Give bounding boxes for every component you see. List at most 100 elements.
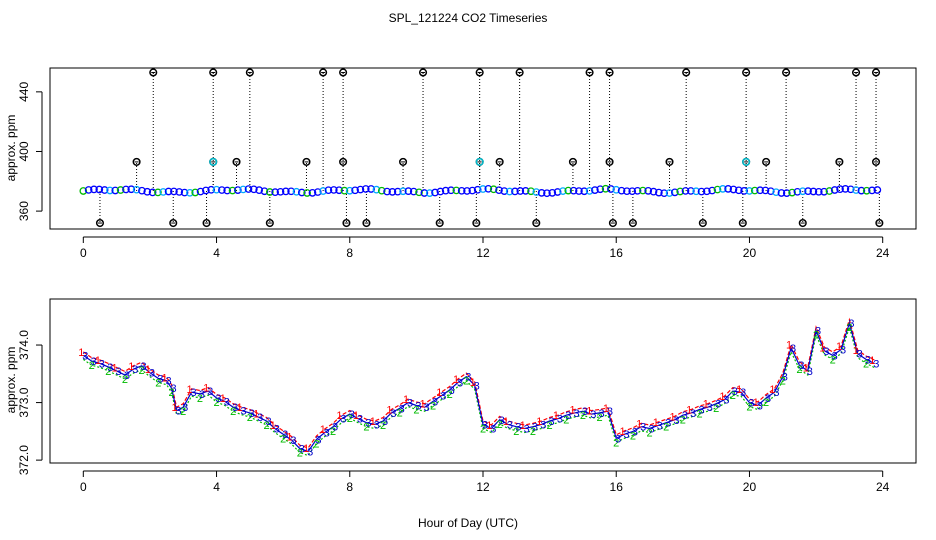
series-2-marker: 2: [263, 420, 269, 432]
series-3-marker: 3: [773, 387, 779, 399]
trace-point: [249, 185, 258, 194]
series-2-marker: 2: [580, 410, 586, 422]
trace-point: [521, 187, 530, 195]
series-2-marker: 2: [89, 360, 95, 372]
trace-point: [846, 185, 855, 194]
bottom-y-tick-label: 374.0: [17, 330, 31, 360]
series-1-marker: 1: [619, 426, 625, 438]
trace-point: [335, 186, 343, 195]
top-x-tick-label: 12: [476, 246, 490, 260]
trace-point: [223, 186, 232, 195]
series-3-line: [82, 321, 875, 453]
spike-point: [339, 157, 348, 166]
trace-point: [537, 189, 546, 197]
series-3-marker: 3: [132, 364, 138, 376]
trace-point: [559, 187, 567, 195]
series-3-marker: 3: [91, 356, 97, 368]
trace-point: [862, 186, 871, 195]
trace-point: [329, 186, 338, 194]
trace-point: [681, 187, 690, 195]
series-3-marker: 3: [324, 428, 330, 440]
trace-point: [164, 187, 173, 196]
trace-point: [239, 185, 248, 194]
trace-point: [463, 187, 471, 195]
series-1-marker: 1: [128, 361, 134, 373]
series-2-marker: 2: [530, 426, 536, 438]
spike-point: [495, 157, 504, 166]
series-1-marker: 1: [753, 397, 759, 409]
series-3-marker: 3: [782, 372, 788, 384]
spike-point: [605, 157, 614, 166]
trace-point: [415, 188, 423, 197]
trace-point: [265, 188, 274, 196]
trace-point: [585, 187, 594, 195]
series-2-marker: 2: [830, 354, 836, 366]
series-1-marker: 1: [603, 403, 609, 415]
series-2-marker: 2: [347, 413, 353, 425]
series-1-line: [82, 317, 875, 449]
series-3-marker: 3: [424, 402, 430, 414]
spike-point: [568, 157, 577, 166]
trace-point: [489, 185, 498, 194]
spike-point-alt: [742, 157, 751, 166]
spike-point: [475, 68, 484, 77]
trace-point: [409, 187, 418, 196]
trace-point: [623, 187, 631, 196]
trace-point: [660, 189, 669, 198]
trace-point: [777, 189, 786, 197]
series-2-marker: 2: [780, 376, 786, 388]
series-2-marker: 2: [463, 376, 469, 388]
trace-point: [351, 186, 359, 195]
series-3-marker: 3: [340, 414, 346, 426]
series-2-marker: 2: [313, 438, 319, 450]
series-3-marker: 3: [290, 435, 296, 447]
series-2-marker: 2: [413, 404, 419, 416]
trace-point: [750, 186, 759, 195]
series-1-marker: 1: [145, 364, 151, 376]
top-panel: 0 4 8 12 16 20 24 360 400 440 approx. ppm: [4, 67, 917, 260]
series-2-marker: 2: [696, 409, 702, 421]
trace-point: [649, 187, 658, 196]
trace-point: [425, 189, 434, 197]
series-2-marker: 2: [730, 390, 736, 402]
spike-point: [532, 218, 541, 228]
trace-point: [484, 184, 493, 193]
series-2-marker: 2: [105, 366, 111, 378]
chart-title: SPL_121224 CO2 Timeseries: [389, 11, 548, 25]
series-3-marker: 3: [757, 400, 763, 412]
series-1-marker: 1: [819, 342, 825, 354]
trace-point: [340, 186, 349, 195]
trace-point: [175, 188, 184, 196]
series-3-marker: 3: [482, 419, 488, 431]
series-2-marker: 2: [363, 422, 369, 434]
series-3-marker: 3: [176, 406, 182, 418]
series-3-marker: 3: [715, 399, 721, 411]
trace-point: [500, 187, 509, 195]
bottom-y-axis-label: approx. ppm: [4, 347, 18, 414]
x-axis-label: Hour of Day (UTC): [418, 516, 518, 530]
trace-point: [218, 186, 226, 194]
series-3-marker: 3: [315, 434, 321, 446]
trace-point: [212, 185, 221, 194]
series-3-marker: 3: [99, 358, 105, 370]
trace-point: [639, 186, 647, 195]
series-1-marker: 1: [320, 424, 326, 436]
trace-point: [393, 187, 402, 196]
trace-point: [180, 188, 189, 197]
series-3-marker: 3: [748, 398, 754, 410]
series-3-marker: 3: [682, 410, 688, 422]
series-1-marker: 1: [303, 443, 309, 455]
spike-point: [342, 218, 351, 228]
series-3-marker: 3: [865, 354, 871, 366]
spike-point: [362, 218, 371, 228]
series-2-marker: 2: [139, 365, 145, 377]
spike-point: [149, 68, 158, 77]
trace-point: [729, 185, 738, 194]
series-1-marker: 1: [719, 391, 725, 403]
series-3-marker: 3: [565, 410, 571, 422]
trace-point: [745, 187, 754, 195]
top-x-tick-label: 16: [610, 246, 624, 260]
spike-point: [132, 157, 141, 166]
series-3-marker: 3: [449, 385, 455, 397]
